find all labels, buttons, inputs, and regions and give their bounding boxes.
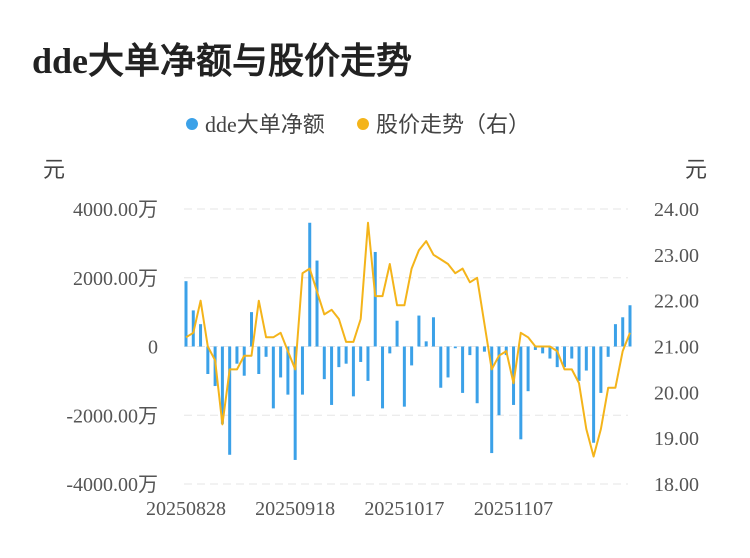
dde-bar [446,346,450,378]
legend-label: 股价走势（右） [376,112,530,137]
dde-bar [286,346,290,395]
dde-bar [250,312,254,347]
dde-bar [417,315,421,347]
left-axis-tick-label: -4000.00万 [66,474,158,496]
x-axis-tick-label: 20251017 [364,498,444,520]
dde-bar [599,346,603,393]
dde-bar [512,346,516,405]
price-line-series [185,221,631,458]
dde-bar [344,346,348,364]
dde-bar [330,346,334,405]
right-axis-tick-label: 24.00 [654,199,699,221]
dde-bar [555,346,559,368]
left-axis-unit: 元 [43,157,65,182]
dde-bar [300,346,304,395]
bar-series [184,222,632,460]
left-axis-tick-label: 0 [148,337,158,359]
legend-marker [357,118,369,130]
right-axis-tick-label: 20.00 [654,382,699,404]
dde-bar [424,341,428,347]
dde-bar [519,346,523,440]
dde-bar [220,346,224,424]
dde-bar [279,346,283,378]
dde-bar [468,346,472,356]
dde-bar [395,320,399,347]
dde-bar [461,346,465,393]
dde-bar [453,346,457,349]
chart-title: dde大单净额与股价走势 [32,41,413,81]
dde-bar [592,346,596,443]
dde-bar [322,346,326,380]
dde-bar [482,346,486,352]
dde-bar [490,346,494,454]
legend-label: dde大单净额 [205,112,325,137]
dde-bar [293,346,297,460]
x-axis-tick-label: 20251107 [474,498,553,520]
legend-marker [186,118,198,130]
dde-bar [366,346,370,381]
legend-item-dde[interactable]: dde大单净额 [186,112,325,137]
dde-bar [337,346,341,368]
dde-bar [199,324,203,347]
right-axis-tick-label: 22.00 [654,291,699,313]
dde-bar [621,317,625,347]
dde-bar [606,346,610,357]
dde-bar [402,346,406,407]
dde-bar [359,346,363,362]
dde-bar [497,346,501,416]
dde-bar [388,346,392,354]
x-axis-tick-label: 20250828 [146,498,226,520]
dde-bar [235,346,239,364]
dde-bar [373,251,377,347]
right-axis-tick-label: 21.00 [654,337,699,359]
left-axis-tick-label: 4000.00万 [73,199,158,221]
dde-bar [562,346,566,368]
dde-bar [184,281,188,347]
dde-bar [351,346,355,397]
x-axis-tick-label: 20250918 [255,498,335,520]
dde-bar [257,346,261,374]
dde-bar [475,346,479,404]
dde-bar [533,346,537,350]
dde-bar [431,317,435,347]
right-axis-tick-label: 23.00 [654,245,699,267]
axes: 4000.00万 2000.00万 0 -2000.00万 -4000.00万 24.00… [43,157,707,520]
dde-bar [526,346,530,392]
left-axis-tick-label: 2000.00万 [73,268,158,290]
right-axis-unit: 元 [685,157,707,182]
dde-bar [628,305,632,347]
dde-bar [264,346,268,357]
dde-bar [206,346,210,374]
price-line [185,221,631,458]
dde-bar [410,346,414,366]
grid-lines [184,208,628,485]
dde-bar [228,346,232,455]
dde-bar [308,222,312,347]
dde-bar [570,346,574,359]
dde-bar [271,346,275,409]
dde-bar [242,346,246,376]
dde-bar [577,346,581,381]
dde-bar [315,260,319,347]
dde-bar [584,346,588,371]
left-axis-tick-label: -2000.00万 [66,405,158,427]
dde-bar [548,346,552,359]
right-axis-tick-label: 19.00 [654,428,699,450]
dde-bar [541,346,545,354]
dde-bar [613,324,617,347]
dde-bar [439,346,443,388]
right-axis-tick-label: 18.00 [654,474,699,496]
dde-bar [381,346,385,409]
legend[interactable]: dde大单净额 股价走势（右） [186,112,530,137]
legend-item-price[interactable]: 股价走势（右） [357,112,530,137]
